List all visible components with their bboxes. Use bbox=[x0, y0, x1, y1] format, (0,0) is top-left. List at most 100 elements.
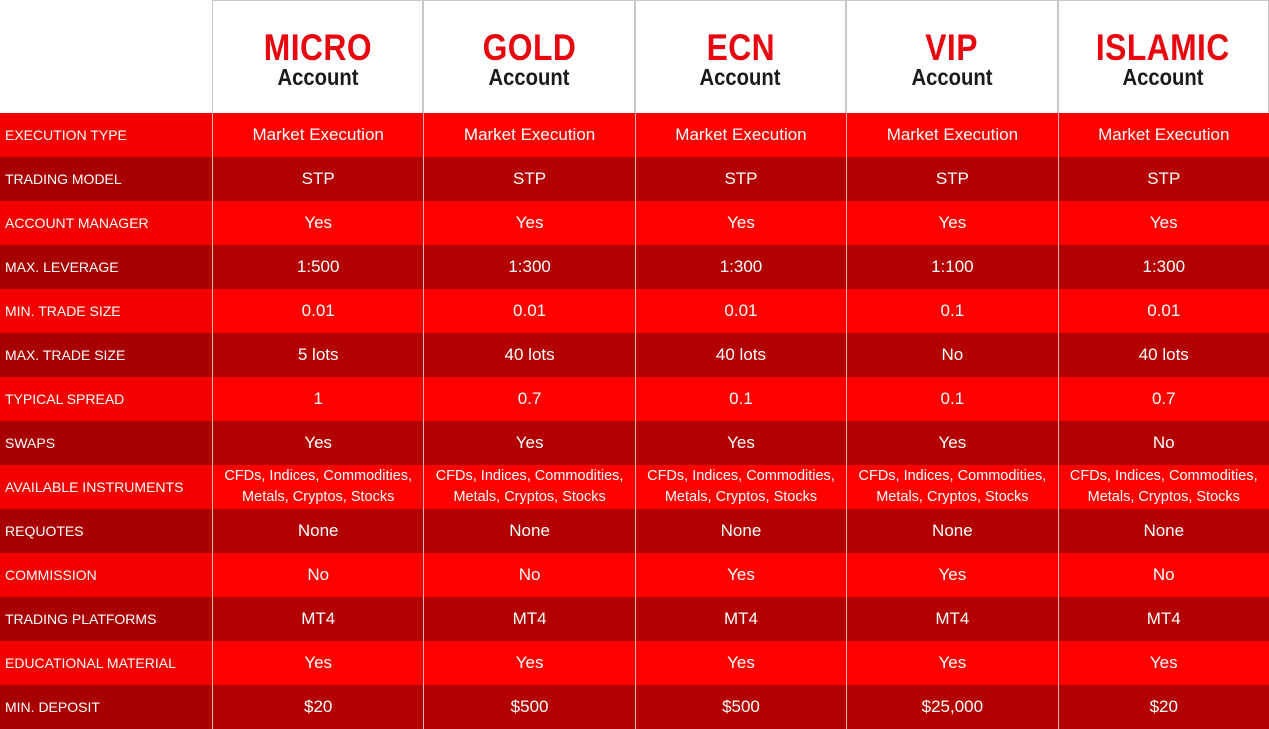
table-cell: No bbox=[212, 553, 424, 597]
row-label: COMMISSION bbox=[0, 553, 212, 597]
account-subtitle: Account bbox=[1122, 64, 1204, 90]
table-cell: None bbox=[1057, 509, 1269, 553]
table-cell: 0.7 bbox=[423, 377, 635, 421]
table-cell: 40 lots bbox=[423, 333, 635, 377]
table-cell: 1:300 bbox=[634, 245, 847, 289]
table-cell: 0.7 bbox=[1057, 377, 1269, 421]
column-header: GOLD Account bbox=[423, 0, 635, 113]
table-cell: STP bbox=[1057, 157, 1269, 201]
table-cell: No bbox=[423, 553, 635, 597]
row-label: REQUOTES bbox=[0, 509, 212, 553]
table-cell: Yes bbox=[1057, 201, 1269, 245]
table-cell: Market Execution bbox=[634, 113, 847, 157]
table-cell: Yes bbox=[846, 641, 1058, 685]
row-label: EXECUTION TYPE bbox=[0, 113, 212, 157]
column-header: ECN Account bbox=[634, 0, 847, 113]
table-cell: 1:100 bbox=[846, 245, 1058, 289]
table-cell: None bbox=[212, 509, 424, 553]
table-cell: 0.01 bbox=[1057, 289, 1269, 333]
table-cell: 40 lots bbox=[634, 333, 847, 377]
table-cell: CFDs, Indices, Commodities, Metals, Cryp… bbox=[212, 465, 424, 509]
row-label: TRADING PLATFORMS bbox=[0, 597, 212, 641]
table-cell: CFDs, Indices, Commodities, Metals, Cryp… bbox=[846, 465, 1058, 509]
row-label: MAX. TRADE SIZE bbox=[0, 333, 212, 377]
table-cell: STP bbox=[634, 157, 847, 201]
table-cell: $25,000 bbox=[846, 685, 1058, 729]
table-cell: 0.01 bbox=[212, 289, 424, 333]
table-cell: No bbox=[846, 333, 1058, 377]
table-cell: 40 lots bbox=[1057, 333, 1269, 377]
row-label: TRADING MODEL bbox=[0, 157, 212, 201]
table-cell: 1:500 bbox=[212, 245, 424, 289]
table-cell: Yes bbox=[846, 553, 1058, 597]
table-cell: STP bbox=[212, 157, 424, 201]
account-subtitle: Account bbox=[277, 64, 359, 90]
table-cell: 1:300 bbox=[1057, 245, 1269, 289]
account-name: GOLD bbox=[482, 27, 576, 68]
column-header: MICRO Account bbox=[212, 0, 424, 113]
account-subtitle: Account bbox=[488, 64, 570, 90]
row-label: SWAPS bbox=[0, 421, 212, 465]
column-header: VIP Account bbox=[846, 0, 1058, 113]
table-cell: None bbox=[423, 509, 635, 553]
account-name: VIP bbox=[925, 27, 979, 68]
table-cell: Yes bbox=[423, 641, 635, 685]
table-cell: Yes bbox=[1057, 641, 1269, 685]
table-cell: 0.01 bbox=[634, 289, 847, 333]
table-cell: 5 lots bbox=[212, 333, 424, 377]
table-cell: None bbox=[634, 509, 847, 553]
table-cell: 0.1 bbox=[634, 377, 847, 421]
account-name: MICRO bbox=[263, 27, 372, 68]
table-cell: No bbox=[1057, 553, 1269, 597]
table-cell: Market Execution bbox=[212, 113, 424, 157]
row-label: MIN. DEPOSIT bbox=[0, 685, 212, 729]
table-cell: Yes bbox=[846, 421, 1058, 465]
row-label: TYPICAL SPREAD bbox=[0, 377, 212, 421]
table-cell: Yes bbox=[212, 641, 424, 685]
table-cell: STP bbox=[423, 157, 635, 201]
row-label: MAX. LEVERAGE bbox=[0, 245, 212, 289]
table-cell: STP bbox=[846, 157, 1058, 201]
row-label: ACCOUNT MANAGER bbox=[0, 201, 212, 245]
table-cell: Yes bbox=[423, 421, 635, 465]
table-cell: $20 bbox=[1057, 685, 1269, 729]
table-cell: 1 bbox=[212, 377, 424, 421]
table-cell: MT4 bbox=[1057, 597, 1269, 641]
table-cell: Yes bbox=[212, 201, 424, 245]
table-cell: Yes bbox=[212, 421, 424, 465]
table-cell: Yes bbox=[423, 201, 635, 245]
table-cell: CFDs, Indices, Commodities, Metals, Cryp… bbox=[634, 465, 847, 509]
table-cell: 0.1 bbox=[846, 289, 1058, 333]
row-label: AVAILABLE INSTRUMENTS bbox=[0, 465, 212, 509]
account-subtitle: Account bbox=[911, 64, 993, 90]
table-cell: Yes bbox=[634, 201, 847, 245]
table-cell: $500 bbox=[634, 685, 847, 729]
table-cell: $500 bbox=[423, 685, 635, 729]
account-name: ISLAMIC bbox=[1096, 27, 1231, 68]
table-cell: Yes bbox=[634, 641, 847, 685]
column-header: ISLAMIC Account bbox=[1057, 0, 1269, 113]
table-cell: MT4 bbox=[212, 597, 424, 641]
table-cell: No bbox=[1057, 421, 1269, 465]
table-cell: $20 bbox=[212, 685, 424, 729]
row-label: MIN. TRADE SIZE bbox=[0, 289, 212, 333]
table-cell: MT4 bbox=[423, 597, 635, 641]
table-cell: None bbox=[846, 509, 1058, 553]
table-cell: Market Execution bbox=[1057, 113, 1269, 157]
table-cell: 0.01 bbox=[423, 289, 635, 333]
table-cell: 0.1 bbox=[846, 377, 1058, 421]
table-cell: MT4 bbox=[846, 597, 1058, 641]
table-cell: MT4 bbox=[634, 597, 847, 641]
table-cell: Yes bbox=[634, 553, 847, 597]
table-cell: 1:300 bbox=[423, 245, 635, 289]
table-cell: CFDs, Indices, Commodities, Metals, Cryp… bbox=[1057, 465, 1269, 509]
table-cell: CFDs, Indices, Commodities, Metals, Cryp… bbox=[423, 465, 635, 509]
table-cell: Yes bbox=[634, 421, 847, 465]
row-label: EDUCATIONAL MATERIAL bbox=[0, 641, 212, 685]
table-cell: Yes bbox=[846, 201, 1058, 245]
account-subtitle: Account bbox=[699, 64, 781, 90]
table-cell: Market Execution bbox=[423, 113, 635, 157]
account-name: ECN bbox=[706, 27, 775, 68]
table-cell: Market Execution bbox=[846, 113, 1058, 157]
